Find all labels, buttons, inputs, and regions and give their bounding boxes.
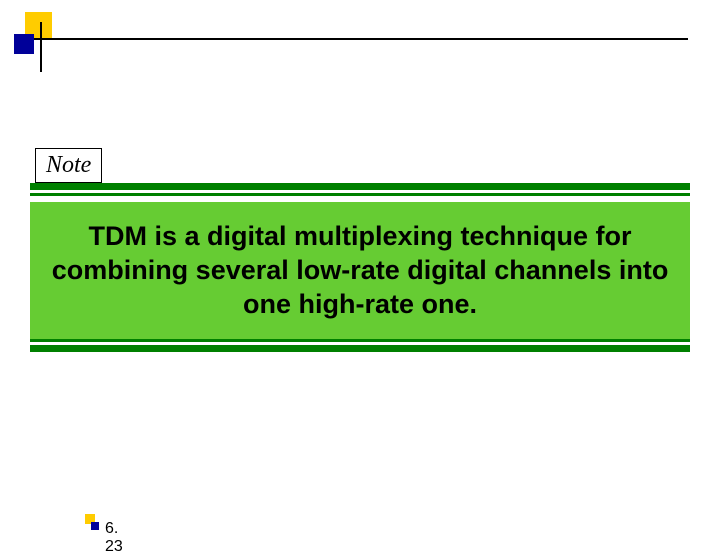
top-rule-thin [30,193,690,196]
bottom-rule-thin [30,339,690,342]
highlight-box: TDM is a digital multiplexing technique … [30,202,690,339]
decor-blue-square [14,34,34,54]
footer-blue-square [91,522,99,530]
page-number: 6. 23 [105,520,123,556]
decor-vertical-line [40,22,42,72]
bottom-rules [30,339,690,352]
top-rule-thick [30,183,690,190]
note-label: Note [35,148,102,183]
decor-horizontal-line [28,38,688,40]
body-text: TDM is a digital multiplexing technique … [50,220,670,321]
slide-corner-decoration [0,0,720,60]
note-block: Note TDM is a digital multiplexing techn… [30,148,690,352]
bottom-rule-thick [30,345,690,352]
